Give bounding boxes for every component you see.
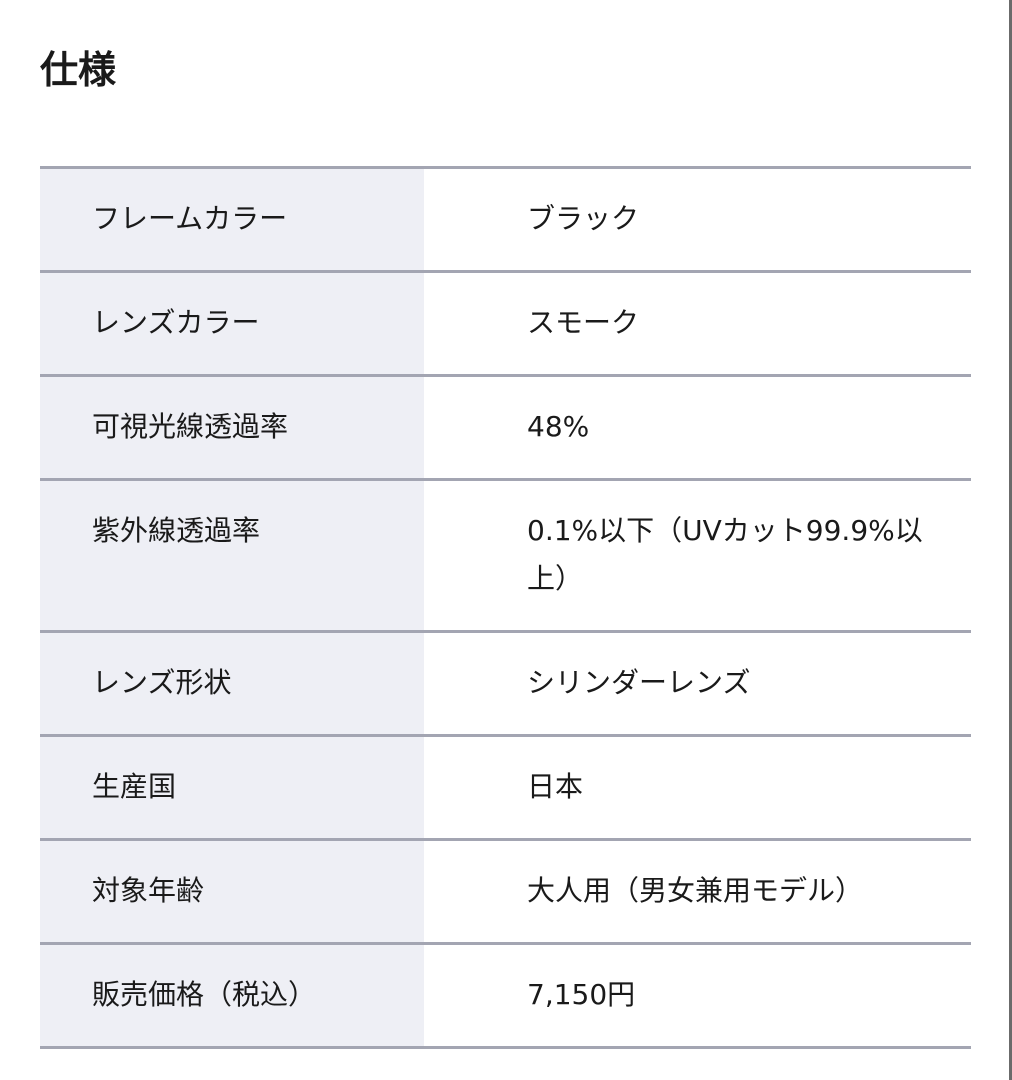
spec-row: 販売価格（税込） 7,150円 xyxy=(40,943,971,1048)
spec-value: 大人用（男女兼用モデル） xyxy=(527,874,864,907)
spec-value: 48% xyxy=(527,410,590,443)
spec-value: 日本 xyxy=(527,770,584,803)
spec-row: フレームカラー ブラック xyxy=(40,167,971,272)
spec-value: スモーク xyxy=(527,306,640,339)
spec-row: 対象年齢 大人用（男女兼用モデル） xyxy=(40,839,971,944)
spec-label: 販売価格（税込） xyxy=(40,943,424,1048)
spec-row: 可視光線透過率 48% xyxy=(40,375,971,480)
section-title: 仕様 xyxy=(40,48,117,92)
spec-row: 紫外線透過率 0.1%以下（UVカット99.9%以上） xyxy=(40,479,971,632)
spec-label: 対象年齢 xyxy=(40,839,424,944)
spec-row: レンズ形状 シリンダーレンズ xyxy=(40,631,971,736)
spec-label: レンズ形状 xyxy=(40,631,424,736)
spec-value: ブラック xyxy=(527,202,640,235)
spec-table: フレームカラー ブラックレンズカラー スモーク可視光線透過率 48% 紫外線透過率 0.1… xyxy=(40,166,971,1049)
spec-label: フレームカラー xyxy=(40,167,424,272)
spec-label: 紫外線透過率 xyxy=(40,479,424,632)
spec-label: 生産国 xyxy=(40,735,424,840)
spec-value: 0.1%以下（UVカット99.9%以上） xyxy=(527,514,923,595)
page-edge-divider xyxy=(1009,0,1012,1080)
spec-row: レンズカラー スモーク xyxy=(40,271,971,376)
spec-label: 可視光線透過率 xyxy=(40,375,424,480)
spec-value: 7,150円 xyxy=(527,978,636,1011)
spec-label: レンズカラー xyxy=(40,271,424,376)
spec-value: シリンダーレンズ xyxy=(527,666,751,699)
spec-row: 生産国 日本 xyxy=(40,735,971,840)
